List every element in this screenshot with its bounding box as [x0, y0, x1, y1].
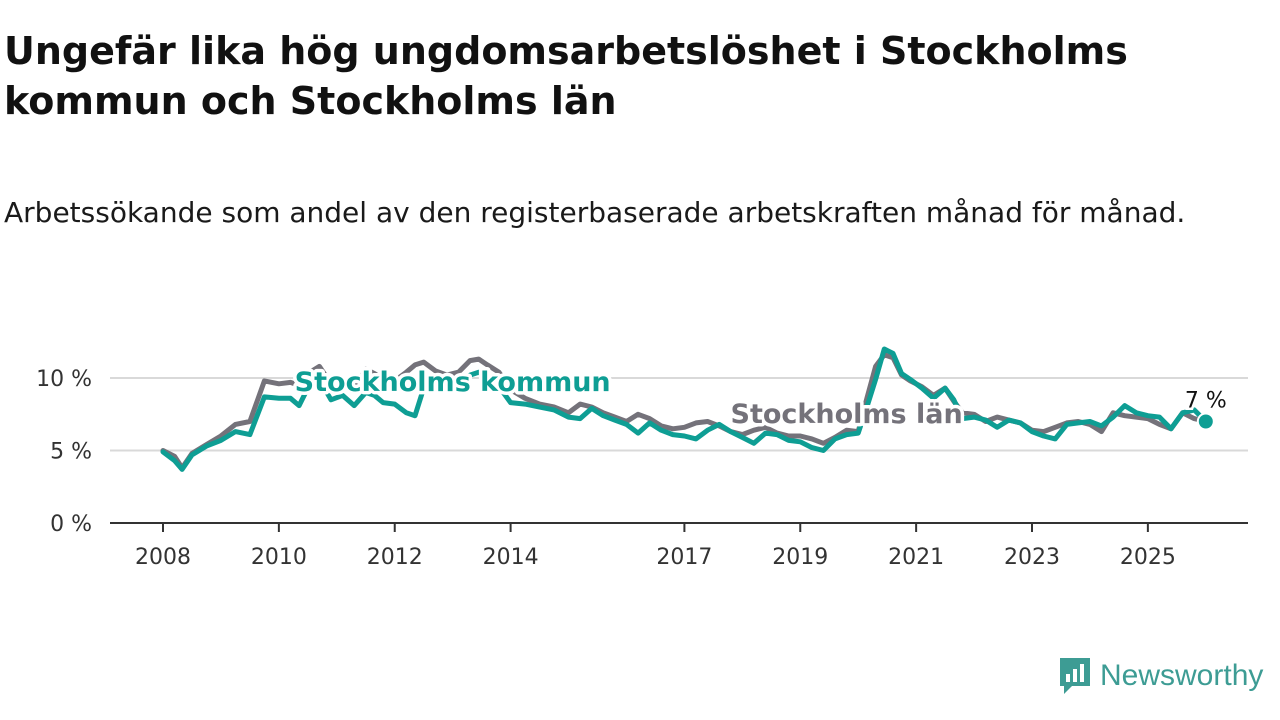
y-tick-label: 0 %: [50, 512, 92, 537]
endpoint-label: 7 %: [1185, 389, 1227, 414]
endpoint-marker: [1196, 412, 1215, 431]
chart-subtitle: Arbetssökande som andel av den registerb…: [4, 196, 1186, 229]
series-line-stockholms-kommun: [160, 346, 1209, 472]
series-label-stockholms-lan: Stockholms län: [731, 399, 963, 430]
chart-title: Ungefär lika hög ungdomsarbetslöshet i S…: [4, 29, 1128, 123]
y-tick-label: 5 %: [50, 440, 92, 465]
brand-logo: Newsworthy: [1058, 654, 1263, 698]
x-tick-label: 2017: [656, 545, 712, 570]
x-tick-label: 2019: [772, 545, 828, 570]
x-axis: 2008 2010 2012 2014 2017 2019 2021 2023 2025: [110, 522, 1248, 570]
series-lines: [160, 346, 1209, 472]
brand-name: Newsworthy: [1100, 659, 1264, 692]
x-tick-label: 2014: [483, 545, 539, 570]
x-tick-label: 2023: [1004, 545, 1060, 570]
newsworthy-logo-icon: [1060, 658, 1090, 694]
series-label-stockholms-kommun: Stockholms kommun: [295, 367, 611, 398]
series-labels: Stockholms län Stockholms kommun 7 %: [291, 364, 1229, 434]
x-tick-label: 2010: [251, 545, 307, 570]
gridlines: 0 % 5 % 10 %: [36, 367, 1248, 537]
y-tick-label: 10 %: [36, 367, 92, 392]
x-tick-label: 2008: [135, 545, 191, 570]
x-tick-label: 2025: [1120, 545, 1176, 570]
x-tick-label: 2021: [888, 545, 944, 570]
x-tick-label: 2012: [367, 545, 423, 570]
